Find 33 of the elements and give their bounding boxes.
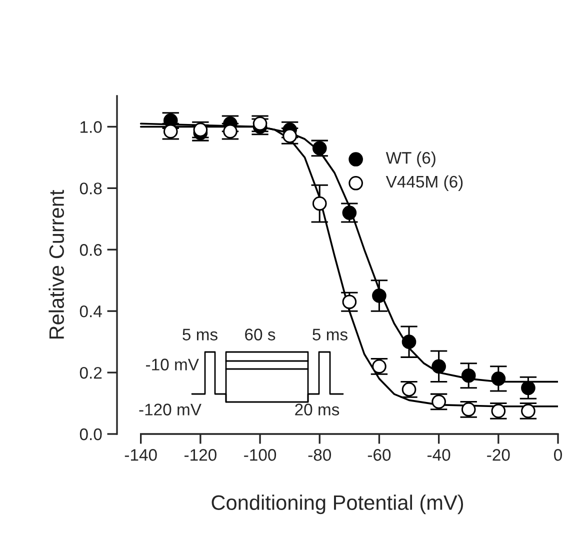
point <box>402 334 416 349</box>
point <box>342 206 357 220</box>
y-axis-title: Relative Current <box>48 190 64 339</box>
y-tick-label: 1.0 <box>80 121 102 133</box>
x-tick-label: -20 <box>487 449 510 461</box>
x-axis-title: Conditioning Potential (mV) <box>212 494 464 514</box>
y-tick-label: 0.2 <box>80 366 102 379</box>
y-tick-label: 0.6 <box>80 244 102 256</box>
y-tick-label: 0.8 <box>80 182 102 194</box>
x-tick-label: -40 <box>428 449 450 461</box>
point <box>432 359 446 374</box>
x-tick-label: 0 <box>554 449 562 461</box>
y-tick-label: 0.0 <box>80 428 102 440</box>
point <box>312 196 327 211</box>
annotation: 5 ms <box>312 328 348 340</box>
x-tick-label: -60 <box>368 449 391 461</box>
y-tick-label: 0.4 <box>80 305 102 318</box>
point <box>342 294 357 310</box>
point <box>491 372 506 386</box>
x-tick-label: -80 <box>308 449 332 461</box>
annotation: 20 ms <box>295 404 340 416</box>
annotation: -120 mV <box>139 404 202 416</box>
point <box>521 380 536 396</box>
annotation: 5 ms <box>182 328 218 340</box>
annotation: 60 s <box>245 328 276 340</box>
x-tick-label: -140 <box>124 449 157 461</box>
legend-label: WT (6) <box>386 152 436 168</box>
point <box>372 288 386 303</box>
x-tick-label: -120 <box>184 449 216 461</box>
annotation: -10 mV <box>146 358 199 370</box>
point <box>461 368 476 383</box>
x-tick-label: -100 <box>244 449 276 461</box>
legend-label: V445M (6) <box>386 175 463 191</box>
